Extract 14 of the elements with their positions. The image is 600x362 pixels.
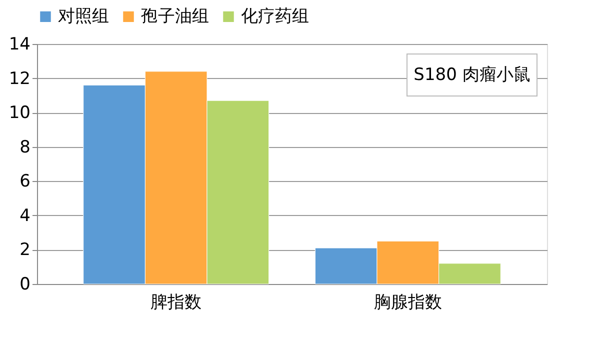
- y-tick-label: 8: [20, 137, 30, 158]
- y-tick-label: 12: [8, 68, 30, 89]
- legend-label: 孢子油组: [141, 6, 209, 27]
- annotation: S180 肉瘤小鼠: [414, 65, 530, 85]
- y-tick-label: 10: [8, 103, 30, 124]
- x-tick-label: 胸腺指数: [374, 292, 442, 312]
- y-tick-label: 0: [20, 274, 30, 294]
- y-tick-label: 14: [8, 34, 30, 54]
- y-tick-label: 4: [20, 206, 30, 226]
- y-tick-label: 2: [20, 240, 30, 260]
- legend-label: 对照组: [58, 6, 109, 27]
- legend-label: 化疗药组: [241, 6, 309, 27]
- y-tick-label: 6: [20, 172, 30, 192]
- x-tick-label: 脾指数: [150, 292, 202, 312]
